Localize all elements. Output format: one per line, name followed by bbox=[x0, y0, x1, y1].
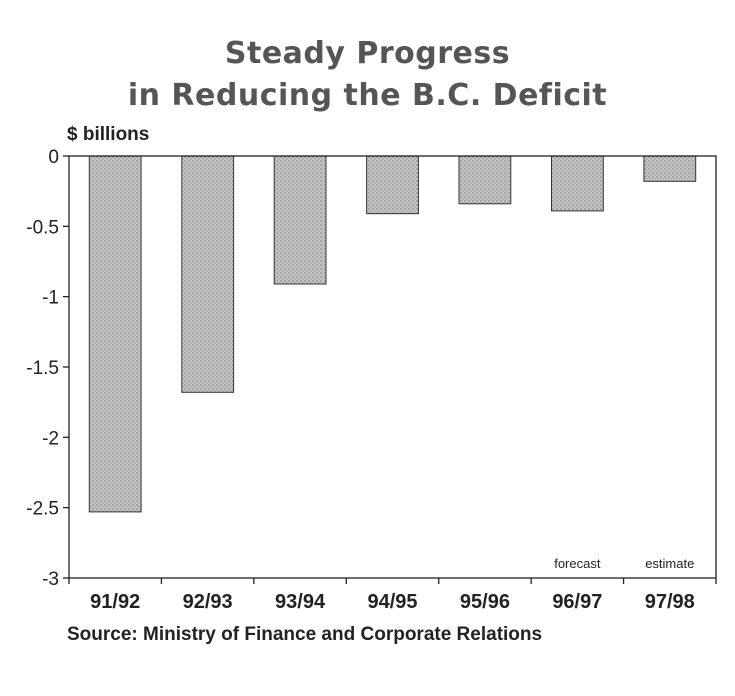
y-tick-label: 0 bbox=[48, 147, 59, 168]
bar-91-92 bbox=[88, 155, 142, 513]
x-tick-label: 95/96 bbox=[460, 591, 510, 613]
bar-97-98 bbox=[643, 155, 697, 182]
bar-95-96 bbox=[458, 155, 512, 205]
x-tick-label: 93/94 bbox=[275, 591, 326, 613]
y-tick-label: -2 bbox=[42, 428, 59, 449]
annotation-label: forecast bbox=[554, 556, 601, 571]
source-note: Source: Ministry of Finance and Corporat… bbox=[67, 624, 543, 645]
x-tick-label: 96/97 bbox=[552, 591, 602, 613]
chart-title-line-1: Steady Progress bbox=[224, 36, 511, 71]
chart-title-line-2: in Reducing the B.C. Deficit bbox=[127, 78, 608, 113]
annotation-label: estimate bbox=[645, 556, 694, 571]
bar-92-93 bbox=[181, 155, 235, 393]
x-tick-label: 94/95 bbox=[367, 591, 417, 613]
bar-94-95 bbox=[366, 155, 419, 215]
y-tick-label: -1 bbox=[42, 288, 59, 309]
x-tick-label: 92/93 bbox=[183, 591, 233, 613]
y-tick-label: -3 bbox=[42, 569, 59, 590]
y-tick-label: -2.5 bbox=[26, 499, 59, 520]
bar-96-97 bbox=[551, 155, 604, 212]
y-axis-label: $ billions bbox=[67, 124, 150, 145]
x-tick-label: 97/98 bbox=[645, 591, 695, 613]
bar-93-94 bbox=[273, 155, 327, 285]
y-tick-label: -0.5 bbox=[26, 217, 59, 238]
x-tick-label: 91/92 bbox=[90, 591, 140, 613]
y-tick-label: -1.5 bbox=[26, 358, 59, 379]
plot-frame bbox=[68, 155, 717, 579]
